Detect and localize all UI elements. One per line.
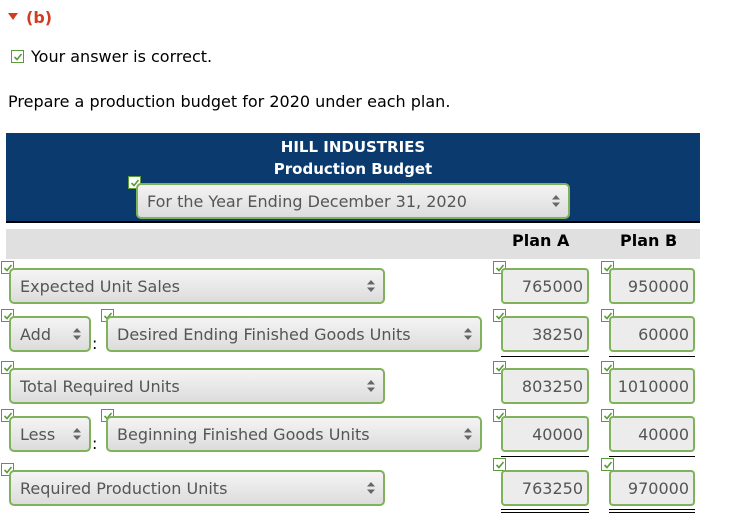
total-double-rule — [609, 512, 695, 513]
collapse-triangle-icon[interactable] — [8, 13, 18, 20]
row-label: Beginning Finished Goods Units — [117, 424, 370, 444]
header-divider — [6, 221, 700, 223]
operator-value: Less — [20, 424, 56, 444]
total-double-rule — [501, 512, 589, 513]
plan-b-input[interactable]: 40000 — [609, 416, 695, 452]
plan-b-input[interactable]: 1010000 — [609, 368, 695, 404]
plan-b-input[interactable]: 950000 — [609, 268, 695, 304]
correct-check-icon — [493, 458, 506, 471]
select-arrows-icon — [552, 195, 560, 207]
status-text: Your answer is correct. — [31, 47, 213, 66]
plan-b-input[interactable]: 60000 — [609, 316, 695, 352]
select-arrows-icon — [367, 380, 375, 392]
row-label: Expected Unit Sales — [20, 276, 180, 296]
statement-title: Production Budget — [273, 160, 433, 178]
row-label-select[interactable]: Expected Unit Sales — [9, 268, 385, 304]
total-double-rule — [609, 509, 695, 510]
select-arrows-icon — [73, 428, 81, 440]
plan-a-input[interactable]: 803250 — [501, 368, 589, 404]
subtotal-rule — [609, 456, 695, 457]
select-arrows-icon — [464, 428, 472, 440]
operator-select[interactable]: Add — [9, 316, 91, 352]
row-label-select[interactable]: Beginning Finished Goods Units — [106, 416, 482, 452]
row-label: Required Production Units — [20, 478, 228, 498]
subtotal-rule — [609, 356, 695, 357]
row-label: Total Required Units — [20, 376, 180, 396]
select-arrows-icon — [464, 328, 472, 340]
colon-separator: : — [92, 334, 98, 353]
colon-separator: : — [92, 434, 98, 453]
row-label-select[interactable]: Total Required Units — [9, 368, 385, 404]
column-header-plan-b: Plan B — [620, 231, 678, 250]
plan-a-input[interactable]: 40000 — [501, 416, 589, 452]
select-arrows-icon — [367, 280, 375, 292]
subtotal-rule — [501, 456, 589, 457]
row-label-select[interactable]: Required Production Units — [9, 470, 385, 506]
select-arrows-icon — [73, 328, 81, 340]
plan-a-input[interactable]: 763250 — [501, 470, 589, 506]
company-name: HILL INDUSTRIES — [280, 138, 426, 156]
period-select-value: For the Year Ending December 31, 2020 — [147, 191, 467, 211]
plan-a-input[interactable]: 765000 — [501, 268, 589, 304]
instructions-text: Prepare a production budget for 2020 und… — [8, 92, 451, 111]
plan-b-input[interactable]: 970000 — [609, 470, 695, 506]
part-label: (b) — [26, 8, 53, 27]
column-header-band — [6, 229, 700, 259]
row-label-select[interactable]: Desired Ending Finished Goods Units — [106, 316, 482, 352]
total-double-rule — [501, 509, 589, 510]
period-select[interactable]: For the Year Ending December 31, 2020 — [136, 183, 570, 219]
plan-a-input[interactable]: 38250 — [501, 316, 589, 352]
select-arrows-icon — [367, 482, 375, 494]
correct-check-icon — [601, 458, 614, 471]
row-label: Desired Ending Finished Goods Units — [117, 324, 411, 344]
subtotal-rule — [501, 356, 589, 357]
operator-value: Add — [20, 324, 51, 344]
operator-select[interactable]: Less — [9, 416, 91, 452]
correct-check-icon — [11, 50, 24, 63]
column-header-plan-a: Plan A — [512, 231, 570, 250]
